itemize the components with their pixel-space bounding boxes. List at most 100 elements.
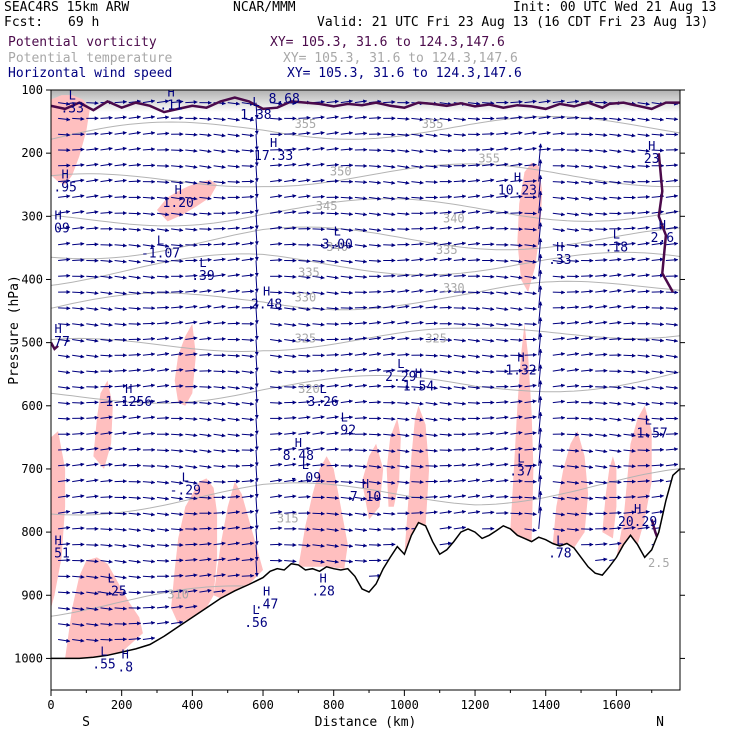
wind-vector — [171, 99, 184, 104]
extremum-marker: L2.29 — [385, 357, 416, 385]
wind-vector — [171, 527, 184, 532]
wind-vector — [609, 401, 622, 406]
wind-vector — [241, 225, 255, 230]
wind-vector — [482, 242, 495, 247]
wind-vector — [254, 560, 259, 577]
wind-vector — [128, 146, 141, 151]
wind-vector — [651, 417, 665, 422]
extremum-marker: H.47 — [255, 584, 278, 612]
wind-vector — [651, 322, 665, 327]
wind-vector — [411, 257, 424, 262]
extremum-value: 2.48 — [251, 297, 282, 312]
wind-vector — [185, 164, 198, 169]
wind-vector — [340, 383, 353, 388]
wind-vector — [524, 415, 537, 420]
wind-vector — [284, 510, 297, 515]
y-axis-label: Pressure (hPa) — [7, 275, 22, 385]
wind-vector — [185, 273, 198, 278]
extremum-type: H — [125, 382, 132, 396]
extremum-marker: L.39 — [191, 256, 214, 284]
wind-vector — [496, 338, 509, 343]
wind-vector — [665, 385, 679, 390]
wind-vector — [496, 178, 509, 183]
wind-vector — [227, 101, 240, 106]
wind-vector — [227, 289, 240, 294]
pv-shaded-region — [51, 95, 90, 185]
wind-vector — [241, 117, 255, 122]
wind-vector — [241, 164, 255, 169]
extremum-value: 20.29 — [618, 515, 657, 530]
wind-vector — [312, 307, 325, 312]
extremum-type: H — [54, 534, 61, 548]
wind-vector — [86, 210, 99, 215]
theta-label: 330 — [443, 281, 465, 295]
wind-vector — [623, 164, 636, 169]
wind-vector — [326, 495, 339, 500]
wind-vector — [270, 178, 283, 183]
wind-vector — [467, 431, 481, 436]
extremum-value: 10.23 — [498, 184, 537, 199]
wind-vector — [425, 273, 438, 278]
wind-vector — [411, 433, 424, 438]
wind-vector — [128, 227, 142, 232]
wind-vector — [552, 275, 566, 279]
y-tick-label: 400 — [21, 272, 43, 286]
extremum-value: 17.33 — [254, 149, 293, 164]
wind-vector — [100, 291, 113, 296]
wind-vector — [397, 116, 410, 121]
wind-vector — [411, 242, 424, 247]
wind-vector — [199, 211, 212, 216]
wind-vector — [72, 354, 85, 359]
wind-vector — [595, 496, 608, 501]
wind-vector — [254, 418, 259, 435]
wind-vector — [397, 433, 410, 438]
wind-vector — [270, 462, 283, 467]
wind-vector — [368, 289, 382, 294]
wind-vector — [312, 162, 325, 167]
wind-vector — [425, 117, 438, 122]
wind-vector — [58, 132, 71, 137]
wind-vector — [254, 118, 259, 135]
wind-vector — [58, 209, 71, 214]
extremum-value: 3.00 — [322, 237, 353, 252]
wind-vector — [354, 196, 368, 201]
wind-vector — [284, 291, 297, 296]
wind-vector — [340, 352, 354, 357]
extremum-value: 8.48 — [283, 449, 314, 464]
field-name-pv: Potential vorticity — [8, 35, 157, 50]
wind-vector — [128, 306, 142, 311]
extremum-value: -.25 — [95, 585, 126, 600]
wind-vector — [142, 620, 156, 625]
wind-vector — [552, 243, 566, 248]
wind-vector — [185, 465, 198, 470]
wind-vector — [623, 180, 636, 185]
wind-vector — [383, 320, 396, 325]
wind-vector — [368, 243, 382, 248]
theta-label: 355 — [422, 117, 444, 131]
wind-vector — [566, 336, 580, 341]
wind-vector — [213, 242, 226, 246]
y-tick-label: 300 — [21, 209, 43, 223]
wind-vector — [142, 605, 156, 610]
x-tick-label: 800 — [323, 698, 345, 712]
wind-vector — [185, 352, 198, 357]
wind-vector — [312, 275, 325, 280]
wind-vector — [637, 225, 650, 230]
wind-vector — [510, 415, 523, 420]
theta-label: 340 — [326, 240, 348, 254]
wind-vector — [270, 322, 283, 327]
wind-vector — [425, 133, 438, 138]
wind-vector — [142, 431, 156, 436]
wind-vector — [128, 383, 141, 388]
wind-vector — [254, 355, 259, 372]
wind-vector — [58, 447, 71, 452]
wind-vector — [439, 148, 453, 153]
wind-vector — [439, 401, 452, 406]
wind-vector — [156, 383, 170, 388]
wind-vector — [581, 320, 594, 325]
wind-vector — [651, 386, 664, 390]
wind-vector — [254, 339, 259, 356]
wind-vector — [241, 557, 255, 562]
wind-vector — [340, 228, 354, 233]
wind-vector — [114, 243, 127, 248]
